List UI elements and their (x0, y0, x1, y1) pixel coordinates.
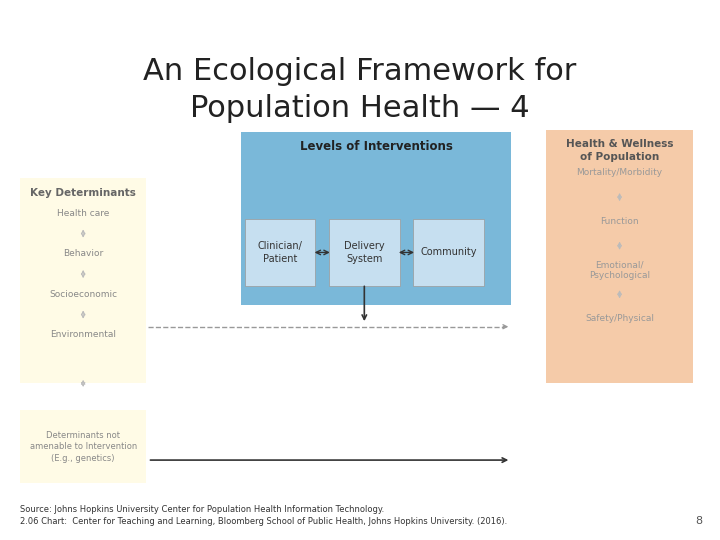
Text: Source: Johns Hopkins University Center for Population Health Information Techno: Source: Johns Hopkins University Center … (20, 505, 508, 526)
Text: 8: 8 (695, 516, 702, 526)
FancyBboxPatch shape (546, 130, 693, 383)
Text: Determinants not
amenable to Intervention
(E.g., genetics): Determinants not amenable to Interventio… (30, 430, 137, 463)
FancyBboxPatch shape (245, 219, 315, 286)
Text: Emotional/
Psychological: Emotional/ Psychological (589, 260, 650, 280)
Text: Key Determinants: Key Determinants (30, 188, 136, 198)
Text: Mortality/Morbidity: Mortality/Morbidity (577, 168, 662, 177)
FancyBboxPatch shape (20, 178, 146, 383)
FancyBboxPatch shape (329, 219, 400, 286)
Text: Health care: Health care (57, 209, 109, 218)
FancyBboxPatch shape (241, 132, 511, 305)
Text: Safety/Physical: Safety/Physical (585, 314, 654, 323)
FancyBboxPatch shape (20, 410, 146, 483)
Text: Socioeconomic: Socioeconomic (49, 290, 117, 299)
FancyBboxPatch shape (413, 219, 484, 286)
Text: Health & Wellness
of Population: Health & Wellness of Population (566, 139, 673, 161)
Text: Delivery
System: Delivery System (344, 241, 384, 264)
Text: Community: Community (420, 247, 477, 258)
Text: An Ecological Framework for
Population Health — 4: An Ecological Framework for Population H… (143, 57, 577, 123)
Text: Levels of Interventions: Levels of Interventions (300, 140, 453, 153)
Text: Clinician/
Patient: Clinician/ Patient (258, 241, 302, 264)
Text: Behavior: Behavior (63, 249, 103, 258)
Text: Function: Function (600, 217, 639, 226)
Text: Environmental: Environmental (50, 330, 116, 339)
